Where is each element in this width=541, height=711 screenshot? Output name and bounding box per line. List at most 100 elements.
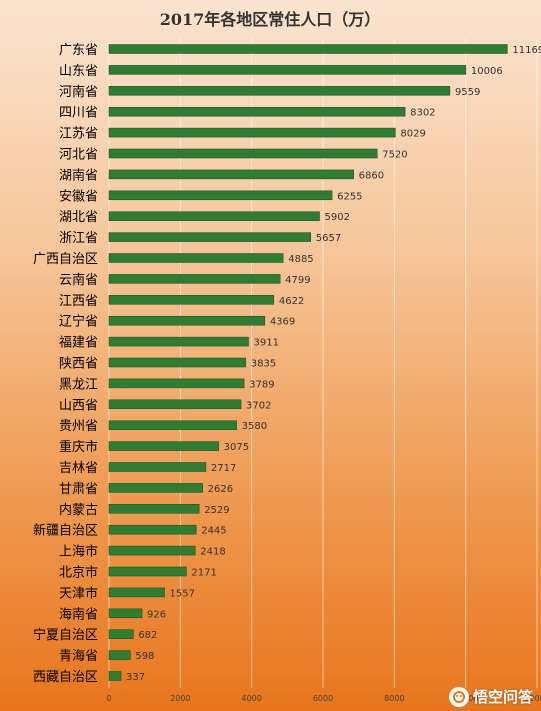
category-label: 安徽省: [59, 189, 98, 204]
data-bar: [108, 336, 249, 347]
data-bar: [108, 190, 333, 201]
category-label: 云南省: [59, 272, 98, 288]
data-bar: [108, 86, 451, 96]
chart-title: 2017年各地区常住人口（万）: [160, 10, 381, 29]
wukong-logo-icon: [448, 686, 469, 707]
data-bar: [108, 44, 508, 54]
value-label: 598: [135, 651, 154, 662]
value-label: 926: [147, 609, 166, 620]
data-bar: [108, 545, 196, 556]
data-bar: [108, 504, 200, 514]
data-bar: [108, 315, 266, 326]
data-bar: [108, 295, 275, 305]
value-label: 682: [138, 630, 157, 641]
category-label: 浙江省: [59, 231, 98, 246]
value-label: 3789: [249, 379, 274, 390]
category-label: 上海市: [59, 544, 98, 560]
value-label: 3911: [253, 338, 278, 349]
category-label: 四川省: [59, 106, 98, 121]
value-label: 3702: [246, 400, 271, 411]
x-tick-label: 8000: [384, 694, 404, 703]
category-label: 天津市: [59, 585, 98, 601]
value-label: 4369: [270, 317, 295, 328]
watermark: 悟空问答: [448, 686, 533, 707]
data-bar: [108, 524, 197, 535]
category-label: 陕西省: [59, 357, 98, 372]
category-label: 黑龙江: [59, 377, 98, 392]
value-label: 4622: [279, 296, 304, 307]
data-bar: [108, 106, 406, 117]
category-label: 贵州省: [59, 419, 98, 434]
value-label: 2717: [211, 463, 236, 474]
value-label: 2626: [208, 484, 233, 495]
value-label: 4885: [288, 254, 313, 265]
data-bar: [108, 65, 467, 75]
value-label: 2171: [191, 568, 216, 579]
category-label: 广西自治区: [33, 252, 98, 267]
category-label: 辽宁省: [59, 314, 98, 330]
data-bar: [108, 650, 131, 660]
value-label: 1557: [170, 588, 195, 599]
value-label: 6255: [337, 191, 362, 202]
category-label: 西藏自治区: [33, 670, 98, 685]
data-bar: [108, 420, 237, 430]
category-label: 海南省: [59, 606, 98, 622]
category-label: 内蒙古: [59, 502, 98, 518]
value-label: 3835: [251, 359, 276, 370]
data-bar: [108, 211, 320, 221]
value-label: 7520: [382, 150, 407, 161]
value-label: 8302: [410, 108, 435, 119]
category-label: 甘肃省: [59, 482, 98, 497]
value-label: 5902: [325, 212, 350, 223]
category-label: 河北省: [59, 148, 98, 163]
data-bar: [108, 232, 312, 242]
x-tick-label: 12000: [524, 694, 541, 703]
x-tick-label: 6000: [313, 694, 333, 703]
value-label: 3580: [242, 421, 267, 432]
data-bar: [108, 608, 143, 619]
category-label: 湖北省: [59, 210, 98, 225]
category-label: 山东省: [59, 64, 98, 79]
category-label: 广东省: [59, 43, 98, 58]
category-label: 江苏省: [59, 126, 98, 142]
data-bar: [108, 629, 134, 639]
category-label: 重庆市: [59, 439, 98, 455]
category-label: 青海省: [59, 649, 98, 664]
value-label: 6860: [359, 170, 384, 181]
data-bar: [108, 671, 122, 681]
category-label: 江西省: [59, 294, 98, 309]
category-label: 宁夏自治区: [33, 627, 98, 643]
data-bar: [108, 587, 165, 598]
data-bar: [108, 378, 245, 389]
value-label: 10006: [471, 66, 503, 77]
value-label: 2418: [200, 547, 225, 558]
value-label: 8029: [400, 129, 425, 140]
data-bar: [108, 253, 284, 263]
data-bar: [108, 462, 207, 472]
value-label: 5657: [316, 233, 341, 244]
category-label: 山西省: [59, 398, 98, 413]
value-label: 11169: [512, 45, 541, 56]
data-bar: [108, 357, 247, 368]
data-bar: [108, 441, 219, 451]
category-label: 福建省: [59, 336, 98, 351]
data-bar: [108, 127, 396, 138]
value-label: 3075: [224, 442, 249, 453]
category-label: 湖南省: [59, 167, 98, 183]
value-label: 2529: [204, 505, 229, 516]
value-label: 4799: [285, 275, 310, 286]
category-label: 河南省: [59, 84, 98, 100]
category-label: 吉林省: [59, 461, 98, 476]
value-label: 9559: [455, 87, 480, 98]
value-label: 2445: [201, 526, 226, 537]
x-tick-label: 0: [106, 694, 111, 703]
category-label: 新疆自治区: [33, 523, 98, 539]
data-bar: [108, 399, 242, 410]
data-bar: [108, 274, 281, 284]
x-tick-label: 2000: [170, 694, 190, 703]
data-bar: [108, 566, 187, 577]
data-bar: [108, 483, 203, 493]
watermark-text: 悟空问答: [472, 688, 533, 706]
